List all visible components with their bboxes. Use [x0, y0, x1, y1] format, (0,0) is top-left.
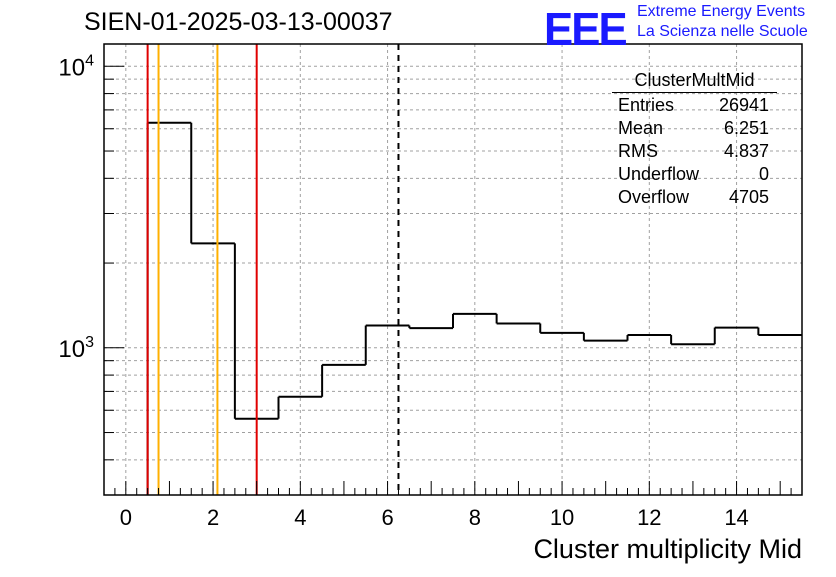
- tick-labels: 0 2 4 6 8 10 12 14 103 104: [58, 52, 748, 530]
- x-tick-label: 6: [381, 505, 393, 530]
- ticks: [103, 65, 803, 496]
- stats-value: 26941: [718, 95, 769, 115]
- stats-label: Underflow: [618, 164, 700, 184]
- stats-label: Entries: [618, 95, 675, 115]
- stats-value: 6.251: [723, 118, 769, 138]
- stats-label: Mean: [618, 118, 664, 138]
- stats-title: ClusterMultMid: [612, 70, 777, 93]
- y-tick-label: 104: [58, 52, 94, 81]
- y-tick-label: 103: [58, 334, 94, 363]
- stats-label: Overflow: [618, 187, 690, 207]
- x-tick-label: 14: [724, 505, 748, 530]
- stats-value: 0: [758, 164, 769, 184]
- stats-row-entries: Entries 26941: [612, 94, 777, 117]
- logo-subtitle-line2: La Scienza nelle Scuole: [637, 23, 808, 40]
- stats-row-mean: Mean 6.251: [612, 117, 777, 140]
- marker-lines: [146, 44, 400, 495]
- stats-label: RMS: [618, 141, 658, 161]
- stats-box: ClusterMultMid Entries 26941 Mean 6.251 …: [612, 70, 777, 209]
- x-axis-title: Cluster multiplicity Mid: [533, 534, 802, 564]
- stats-row-overflow: Overflow 4705: [612, 186, 777, 209]
- x-tick-label: 0: [120, 505, 132, 530]
- stats-row-rms: RMS 4.837: [612, 140, 777, 163]
- stats-row-underflow: Underflow 0: [612, 163, 777, 186]
- x-tick-label: 4: [294, 505, 306, 530]
- stats-value: 4705: [728, 187, 769, 207]
- x-tick-label: 12: [637, 505, 661, 530]
- x-tick-label: 8: [469, 505, 481, 530]
- grid: [104, 44, 802, 496]
- chart-title: SIEN-01-2025-03-13-00037: [84, 8, 393, 36]
- x-tick-label: 2: [207, 505, 219, 530]
- eee-logo: EEE: [544, 3, 628, 55]
- stats-value: 4.837: [723, 141, 769, 161]
- logo-subtitle-line1: Extreme Energy Events: [637, 3, 806, 20]
- x-tick-label: 10: [550, 505, 574, 530]
